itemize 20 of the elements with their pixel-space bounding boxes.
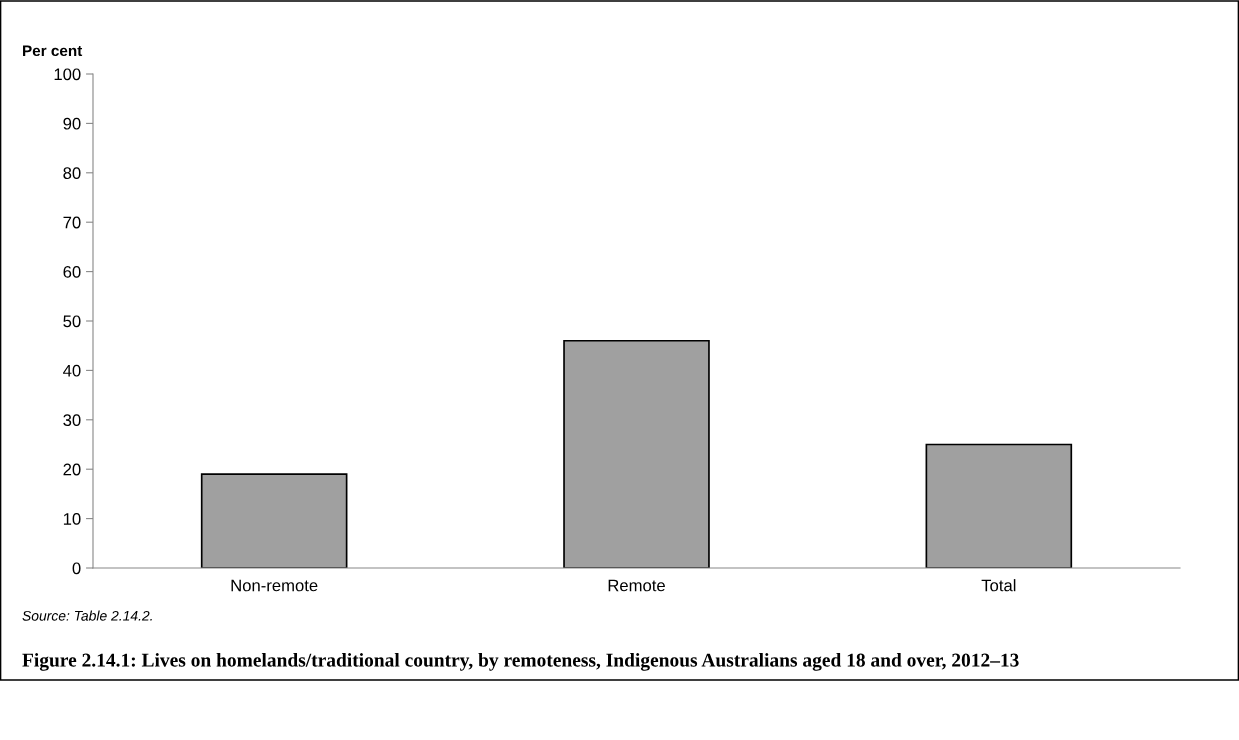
y-tick-label: 10 [63, 513, 81, 525]
y-tick-label: 100 [54, 68, 81, 81]
bar [200, 473, 348, 568]
y-axis-title: Per cent [23, 45, 83, 57]
y-tick-label: 90 [63, 117, 81, 130]
x-tick-label: Non-remote [231, 579, 318, 592]
bar [563, 339, 710, 568]
y-tick-label: 50 [63, 315, 81, 328]
y-tick-label: 60 [63, 266, 81, 278]
y-tick-label: 40 [63, 364, 81, 377]
x-tick-label: Total [981, 579, 1016, 592]
y-tick-label: 20 [63, 463, 81, 476]
y-tick-label: 70 [63, 216, 81, 229]
y-tick-label: 80 [63, 167, 81, 179]
bar [925, 443, 1073, 568]
y-tick-label: 30 [63, 414, 81, 426]
text: Figure 2.14.1: Lives on homelands/traditional country, by remoteness, Indigenous Australians aged 18 and over, 2012–13 [22, 653, 1019, 671]
x-tick-label: Remote [608, 579, 665, 592]
y-tick-label: 0 [72, 562, 81, 575]
source-note: Source: Table 2.14.2. [22, 610, 152, 621]
